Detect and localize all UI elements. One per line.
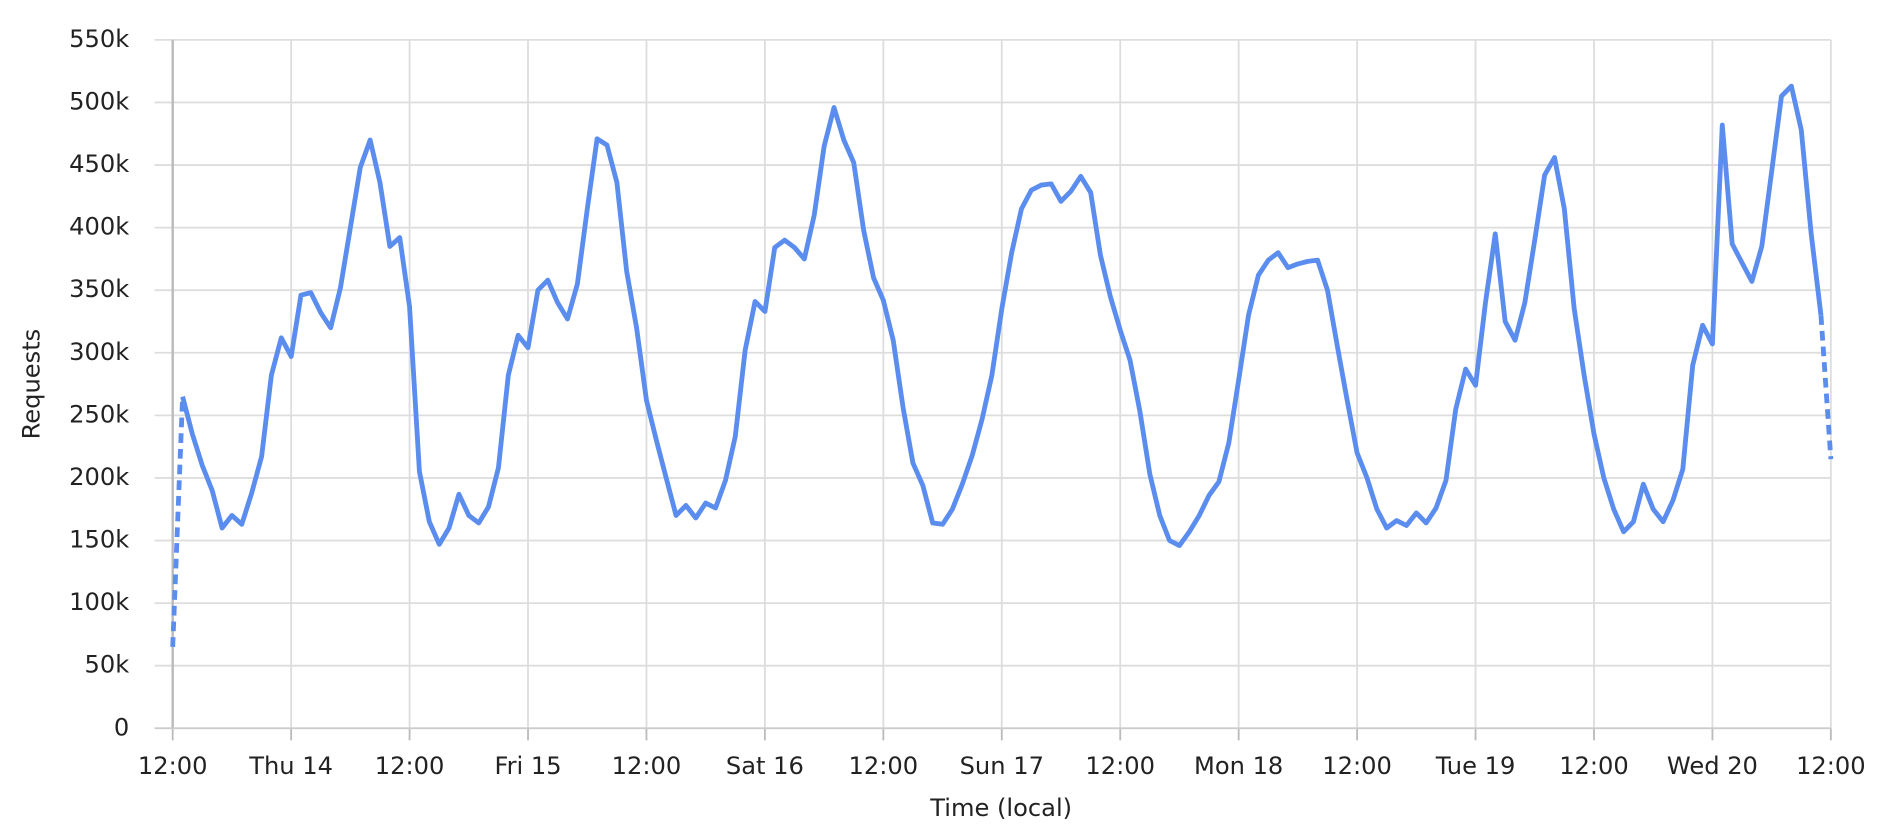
y-tick-label: 150k bbox=[69, 526, 129, 554]
x-tick-label: 12:00 bbox=[1085, 752, 1155, 780]
y-tick-label: 0 bbox=[114, 713, 129, 741]
x-tick-label: Thu 14 bbox=[248, 752, 333, 780]
x-tick-label: Wed 20 bbox=[1667, 752, 1758, 780]
y-axis-title: Requests bbox=[18, 329, 46, 440]
y-tick-label: 100k bbox=[69, 588, 129, 616]
y-tick-label: 350k bbox=[69, 275, 129, 303]
y-tick-label: 400k bbox=[69, 213, 129, 241]
y-tick-label: 250k bbox=[69, 400, 129, 428]
x-tick-label: 12:00 bbox=[138, 752, 208, 780]
x-tick-label: 12:00 bbox=[849, 752, 919, 780]
y-tick-label: 450k bbox=[69, 150, 129, 178]
y-tick-label: 300k bbox=[69, 338, 129, 366]
x-tick-label: Tue 19 bbox=[1435, 752, 1516, 780]
line-partial bbox=[170, 396, 186, 647]
x-tick-label: 12:00 bbox=[1559, 752, 1629, 780]
y-tick-label: 550k bbox=[69, 25, 129, 53]
x-tick-label: Mon 18 bbox=[1194, 752, 1283, 780]
x-tick-label: 12:00 bbox=[612, 752, 682, 780]
x-tick-label: 12:00 bbox=[1322, 752, 1392, 780]
x-tick-label: Fri 15 bbox=[494, 752, 561, 780]
x-tick-label: Sun 17 bbox=[960, 752, 1044, 780]
line-partial bbox=[1818, 315, 1834, 460]
y-tick-label: 200k bbox=[69, 463, 129, 491]
x-tick-label: Sat 16 bbox=[726, 752, 804, 780]
line bbox=[180, 83, 1824, 548]
x-tick-label: 12:00 bbox=[1796, 752, 1866, 780]
y-tick-label: 500k bbox=[69, 87, 129, 115]
x-axis-title: Time (local) bbox=[929, 794, 1072, 822]
y-tick-label: 50k bbox=[85, 651, 130, 679]
x-tick-label: 12:00 bbox=[375, 752, 445, 780]
